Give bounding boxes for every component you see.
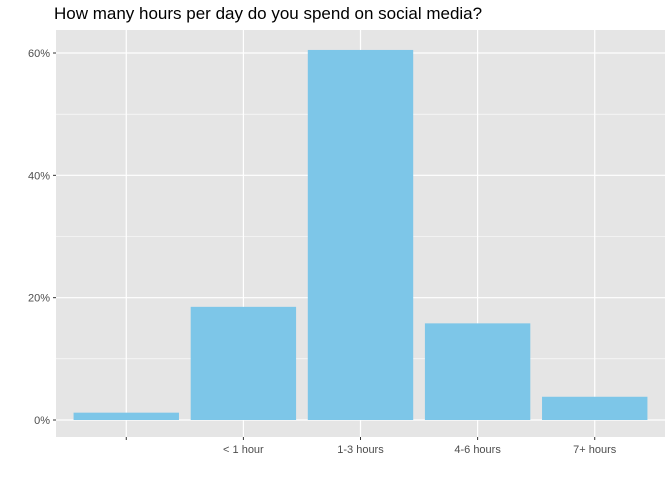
axes: 0% 20% 40% 60% < 1 hour 1-3 hours 4-6 hours 7+ … — [28, 48, 617, 456]
bar — [424, 323, 531, 420]
y-tick-label: 60% — [28, 48, 50, 60]
bars — [73, 49, 648, 421]
y-tick-label: 20% — [28, 293, 50, 305]
bar — [73, 412, 179, 420]
y-tick-label: 0% — [34, 415, 50, 427]
x-tick-label: 4-6 hours — [454, 444, 501, 456]
bar — [542, 396, 648, 420]
bar — [190, 306, 297, 420]
x-tick-label: < 1 hour — [223, 444, 264, 456]
y-tick-label: 40% — [28, 170, 50, 182]
chart-title: How many hours per day do you spend on s… — [54, 4, 483, 23]
x-tick-label: 7+ hours — [573, 444, 617, 456]
x-tick-label: 1-3 hours — [337, 444, 384, 456]
bar — [307, 49, 414, 421]
